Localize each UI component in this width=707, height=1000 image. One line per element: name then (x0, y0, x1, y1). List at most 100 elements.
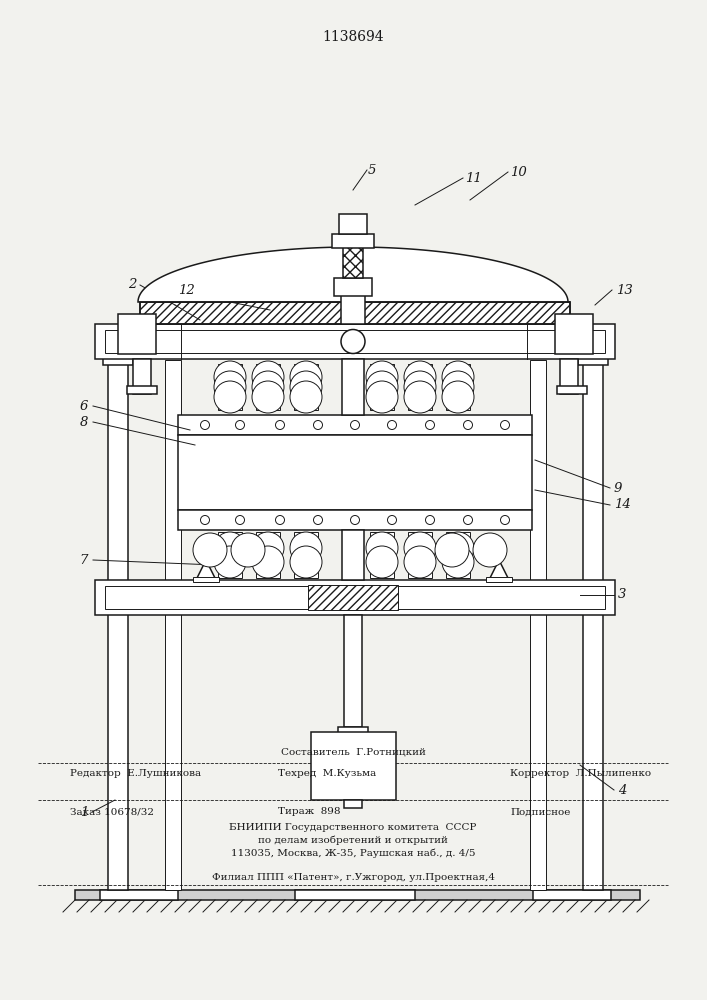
Bar (560, 359, 578, 394)
Circle shape (473, 533, 507, 567)
Circle shape (313, 420, 322, 430)
Circle shape (214, 361, 246, 393)
Text: 8: 8 (80, 416, 88, 428)
Circle shape (404, 371, 436, 403)
Circle shape (231, 533, 265, 567)
Circle shape (442, 361, 474, 393)
Circle shape (214, 532, 246, 564)
Text: 14: 14 (614, 498, 631, 512)
Text: 2: 2 (128, 278, 136, 292)
Bar (310, 732, 395, 800)
Text: Составитель  Г.Ротницкий: Составитель Г.Ротницкий (281, 748, 426, 756)
Bar (103, 345, 133, 365)
Bar (578, 345, 608, 365)
Circle shape (366, 532, 398, 564)
Text: 11: 11 (465, 172, 481, 184)
Circle shape (464, 516, 472, 524)
Bar (178, 510, 532, 530)
Bar (140, 302, 570, 324)
Bar (533, 890, 611, 900)
Bar (256, 364, 280, 410)
Circle shape (313, 516, 322, 524)
Circle shape (341, 330, 365, 354)
Circle shape (276, 420, 284, 430)
Bar (127, 386, 157, 394)
Circle shape (290, 546, 322, 578)
Text: по делам изобретений и открытий: по делам изобретений и открытий (258, 835, 448, 845)
Circle shape (442, 546, 474, 578)
Circle shape (387, 420, 397, 430)
Circle shape (501, 516, 510, 524)
Circle shape (214, 371, 246, 403)
Bar (339, 214, 367, 234)
Circle shape (252, 532, 284, 564)
Bar (344, 615, 362, 727)
Bar (100, 890, 178, 900)
Text: 13: 13 (616, 284, 633, 296)
Polygon shape (488, 560, 510, 582)
Text: 5: 5 (368, 163, 376, 176)
Bar (446, 364, 470, 410)
Bar (256, 532, 280, 578)
Bar (486, 577, 512, 582)
Bar (370, 532, 394, 578)
Text: Корректор  Л.Пылипенко: Корректор Л.Пылипенко (510, 770, 651, 778)
Circle shape (201, 516, 209, 524)
Circle shape (366, 546, 398, 578)
Bar (342, 530, 364, 580)
Bar (338, 727, 368, 735)
Circle shape (366, 361, 398, 393)
Text: 1: 1 (80, 806, 88, 818)
Circle shape (193, 533, 227, 567)
Circle shape (442, 371, 474, 403)
Bar (75, 890, 640, 900)
Bar (294, 532, 318, 578)
Circle shape (235, 516, 245, 524)
Circle shape (252, 381, 284, 413)
Circle shape (235, 420, 245, 430)
Circle shape (501, 420, 510, 430)
Circle shape (442, 532, 474, 564)
Bar (295, 890, 415, 900)
Text: 1138694: 1138694 (322, 30, 384, 44)
Bar (108, 360, 128, 890)
Circle shape (464, 420, 472, 430)
Bar (408, 532, 432, 578)
Bar (555, 314, 593, 354)
Circle shape (252, 546, 284, 578)
Text: 10: 10 (510, 165, 527, 178)
Text: 6: 6 (80, 399, 88, 412)
Circle shape (366, 371, 398, 403)
Circle shape (404, 381, 436, 413)
Circle shape (290, 381, 322, 413)
Text: 9: 9 (614, 482, 622, 494)
Bar (133, 359, 151, 394)
Circle shape (426, 420, 435, 430)
Text: 4: 4 (618, 784, 626, 796)
Circle shape (404, 546, 436, 578)
Text: Тираж  898: Тираж 898 (278, 808, 341, 816)
Bar (342, 359, 364, 415)
Circle shape (252, 371, 284, 403)
Text: Филиал ППП «Патент», г.Ужгород, ул.Проектная,4: Филиал ППП «Патент», г.Ужгород, ул.Проек… (211, 874, 494, 882)
Circle shape (404, 361, 436, 393)
Bar (218, 532, 242, 578)
Bar (193, 577, 219, 582)
Bar (140, 302, 570, 324)
Circle shape (276, 516, 284, 524)
Circle shape (404, 532, 436, 564)
Bar (308, 585, 398, 610)
Bar (334, 278, 372, 296)
Circle shape (214, 381, 246, 413)
Circle shape (435, 533, 469, 567)
Bar (178, 435, 532, 510)
Text: Редактор  Е.Лушникова: Редактор Е.Лушникова (70, 770, 201, 778)
Circle shape (442, 381, 474, 413)
Bar (408, 364, 432, 410)
Circle shape (290, 532, 322, 564)
Bar (95, 324, 615, 359)
Circle shape (387, 516, 397, 524)
Bar (105, 586, 605, 609)
Bar (95, 580, 615, 615)
Text: 12: 12 (178, 284, 194, 296)
